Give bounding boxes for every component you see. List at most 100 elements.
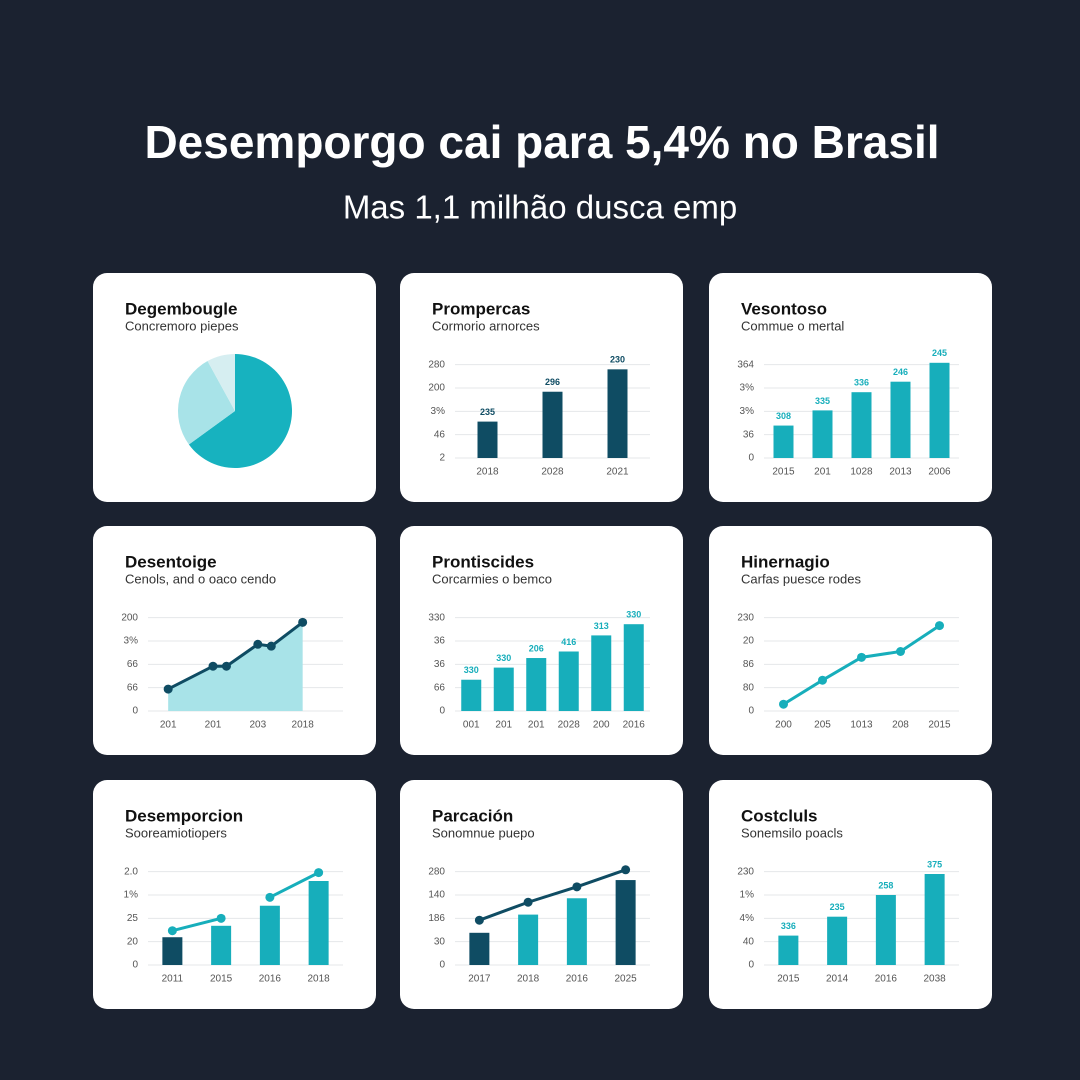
bar [518,914,539,965]
y-tick-label: 40 [743,936,755,947]
y-tick-label: 3% [124,636,139,647]
x-tick-label: 201 [205,720,222,731]
card-title: Parcación [432,806,513,825]
x-tick-label: 203 [249,720,266,731]
bar-label: 246 [893,367,908,377]
x-tick-label: 208 [892,720,909,731]
line-marker [818,675,827,685]
card-subtitle: Cormorio arnorces [432,318,540,333]
bar [162,937,183,965]
line-marker [474,915,484,925]
bar-label: 416 [561,637,576,647]
y-tick-label: 36 [434,659,446,670]
bar-label: 313 [594,621,609,631]
bar-label: 375 [927,859,942,869]
y-tick-label: 46 [434,429,446,440]
x-tick-label: 2021 [606,467,629,478]
line-marker [163,684,173,694]
pie-slice [177,361,235,445]
bar-label: 258 [878,880,893,890]
card-subtitle: Sonemsilo poacls [741,825,843,840]
bar [924,874,945,965]
line-marker [208,661,218,671]
x-tick-label: 2016 [259,974,282,985]
y-tick-label: 0 [748,706,754,717]
x-tick-label: 2028 [558,720,581,731]
x-tick-label: 201 [160,720,177,731]
bar-label: 330 [464,665,479,675]
card-subtitle: Cenols, and o oaco cendo [125,571,276,586]
x-tick-label: 2006 [928,467,951,478]
card-subtitle: Carfas puesce rodes [741,571,861,586]
y-tick-label: 2 [439,453,445,464]
y-tick-label: 66 [434,682,446,693]
line-marker [314,868,324,878]
y-tick-label: 186 [428,913,445,924]
page-title: Desemporgo cai para 5,4% no Brasil [144,116,939,168]
card-title: Desentoige [125,552,217,571]
card-title: Vesontoso [741,299,827,318]
bar [211,925,232,965]
y-tick-label: 66 [127,659,139,670]
x-tick-label: 205 [814,720,831,731]
x-tick-label: 2015 [210,974,233,985]
card-subtitle: Sonomnue puepo [432,825,535,840]
y-tick-label: 30 [434,936,446,947]
bar [851,392,872,458]
x-tick-label: 201 [495,720,512,731]
line-marker [896,647,905,656]
y-tick-label: 4% [740,913,755,924]
bar [890,381,911,458]
y-tick-label: 200 [121,612,138,623]
x-tick-label: 2015 [772,467,795,478]
y-tick-label: 0 [748,453,754,464]
x-tick-label: 2011 [162,974,184,985]
line-marker [216,913,226,923]
card-title: Desemporcion [125,806,243,825]
x-tick-label: 2018 [476,467,499,478]
x-tick-label: 2015 [777,974,800,985]
x-tick-label: 200 [593,720,610,731]
x-tick-label: 2016 [875,974,898,985]
pie-slice [188,354,292,469]
bar-label: 245 [932,348,947,358]
bar [493,667,514,711]
card-title: Costcluls [741,806,818,825]
x-tick-label: 2018 [292,720,315,731]
line-marker [167,926,177,936]
bar [542,391,563,458]
bar [477,421,498,458]
bar-label: 336 [854,378,869,388]
line [172,916,222,933]
bar-label: 206 [529,643,544,653]
line-marker [266,641,276,651]
pie-slice [207,354,235,411]
y-tick-label: 0 [439,960,445,971]
x-tick-label: 200 [775,720,792,731]
card-subtitle: Corcarmies o bemco [432,571,552,586]
y-tick-label: 230 [737,612,754,623]
y-tick-label: 20 [127,936,139,947]
bar [566,898,587,965]
line-marker [298,617,308,627]
y-tick-label: 200 [428,383,445,394]
y-tick-label: 3% [431,406,446,417]
y-tick-label: 140 [428,890,445,901]
bar-label: 330 [496,653,511,663]
bar [526,658,547,711]
x-tick-label: 2016 [566,974,589,985]
x-tick-label: 001 [463,720,480,731]
y-tick-label: 1% [740,890,755,901]
card-title: Prompercas [432,299,530,318]
bar [461,679,482,711]
line-marker [253,639,263,649]
x-tick-label: 2038 [924,974,947,985]
line-marker [265,892,275,902]
x-tick-label: 2017 [468,974,491,985]
y-tick-label: 36 [743,429,755,440]
bar [558,651,579,711]
x-tick-label: 1013 [850,720,873,731]
line [478,868,627,922]
x-tick-label: 2013 [889,467,912,478]
